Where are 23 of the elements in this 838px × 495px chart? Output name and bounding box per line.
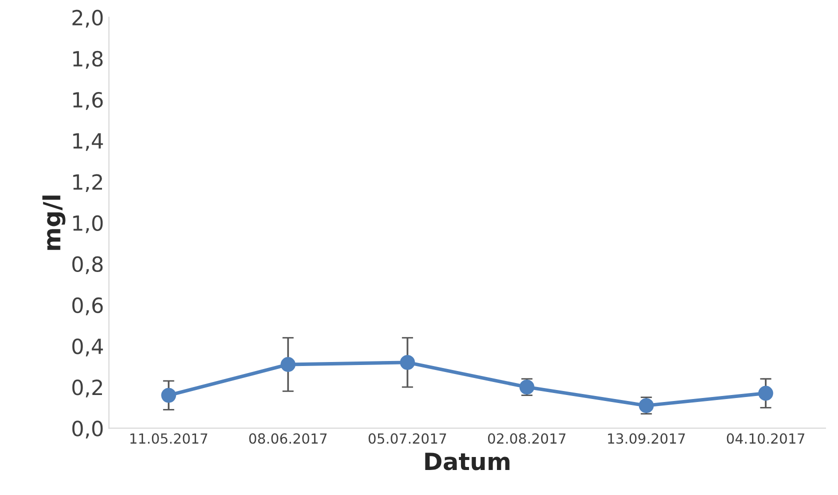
x-tick-label: 02.08.2017 <box>488 433 566 444</box>
point <box>161 388 176 403</box>
point <box>758 386 774 401</box>
x-tick-label: 04.10.2017 <box>726 433 804 444</box>
x-tick-label: 05.07.2017 <box>368 433 446 444</box>
x-tick-label: 13.09.2017 <box>608 433 685 444</box>
point <box>280 357 296 372</box>
y-axis-title: mg/l <box>42 196 66 250</box>
y-tick-label: 0,4 <box>72 338 103 356</box>
y-tick-label: 1,4 <box>73 133 103 151</box>
y-tick-label: 1,6 <box>73 92 103 110</box>
x-tick-label: 08.06.2017 <box>249 433 327 444</box>
y-tick-label: 1,8 <box>73 50 103 69</box>
y-tick-label: 0,0 <box>72 420 103 439</box>
x-axis-title: Datum <box>425 452 510 470</box>
y-tick-label: 0,8 <box>72 256 103 274</box>
x-tick-label: 11.05.2017 <box>130 433 208 444</box>
y-tick-label: 0,6 <box>72 297 103 316</box>
y-tick-label: 1,2 <box>73 174 102 192</box>
y-tick-label: 2,0 <box>72 10 103 28</box>
y-tick-label: 1,0 <box>73 215 103 234</box>
y-tick-label: 0,2 <box>72 380 102 398</box>
point <box>400 354 415 370</box>
